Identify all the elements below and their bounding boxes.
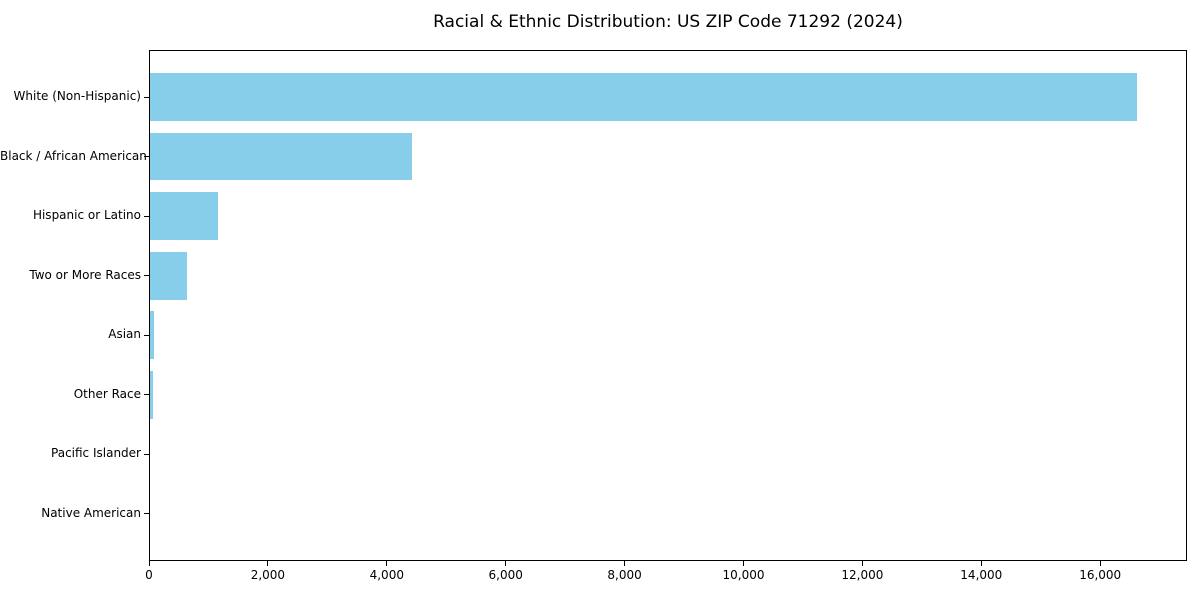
x-tick-mark: [980, 561, 982, 566]
plot-area: [149, 50, 1187, 561]
y-tick-mark: [144, 96, 149, 98]
x-tick-mark: [861, 561, 863, 566]
y-tick-label: Pacific Islander: [51, 446, 141, 461]
x-tick-label: 0: [145, 568, 153, 582]
x-tick-label: 6,000: [488, 568, 523, 582]
bar: [150, 192, 218, 240]
x-tick-label: 14,000: [960, 568, 1003, 582]
y-tick-label: Asian: [108, 327, 141, 342]
y-tick-label: Native American: [41, 505, 141, 520]
chart-title: Racial & Ethnic Distribution: US ZIP Cod…: [433, 12, 903, 32]
x-tick-label: 8,000: [607, 568, 642, 582]
x-tick-mark: [505, 561, 507, 566]
x-tick-label: 2,000: [250, 568, 286, 582]
x-tick-mark: [1099, 561, 1101, 566]
x-tick-mark: [743, 561, 744, 566]
y-tick-mark: [144, 513, 149, 515]
bar: [150, 251, 187, 300]
y-tick-label: Hispanic or Latino: [32, 208, 141, 223]
y-tick-label: Other Race: [73, 386, 141, 401]
y-tick-mark: [144, 453, 149, 455]
y-tick-mark: [144, 215, 149, 217]
bar: [150, 371, 153, 419]
x-tick-mark: [624, 561, 626, 566]
x-tick-label: 10,000: [722, 568, 765, 582]
x-tick-label: 12,000: [841, 568, 884, 582]
bar: [150, 311, 155, 360]
y-tick-label: White (Non-Hispanic): [13, 89, 141, 104]
y-tick-label: Black / African American: [0, 148, 147, 163]
y-tick-mark: [144, 394, 149, 396]
x-tick-mark: [267, 561, 269, 566]
bar: [150, 132, 412, 181]
x-tick-mark: [386, 561, 388, 566]
y-tick-mark: [144, 275, 149, 277]
bar: [150, 73, 1137, 121]
y-tick-label: Two or More Races: [29, 267, 141, 282]
x-tick-label: 16,000: [1079, 568, 1122, 582]
x-tick-label: 4,000: [369, 568, 404, 582]
x-tick-mark: [148, 561, 150, 566]
y-tick-mark: [144, 334, 149, 336]
y-tick-mark: [144, 156, 149, 158]
